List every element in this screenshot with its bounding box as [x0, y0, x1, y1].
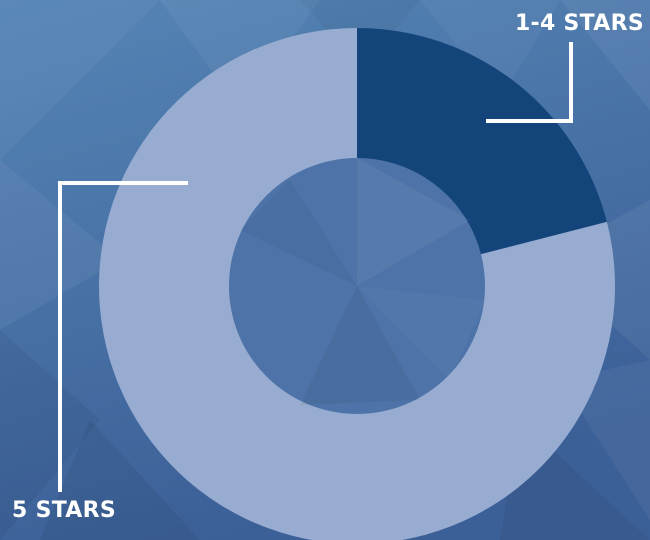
- leader-line-5-stars: [58, 181, 188, 492]
- slice-5-stars: [99, 28, 615, 540]
- leader-line-1-4-stars: [486, 42, 573, 123]
- donut-hole: [229, 158, 485, 414]
- label-5-stars: 5 STARS: [12, 498, 117, 523]
- donut-hole-facets: [240, 158, 470, 405]
- label-1-4-stars: 1-4 STARS: [514, 11, 644, 36]
